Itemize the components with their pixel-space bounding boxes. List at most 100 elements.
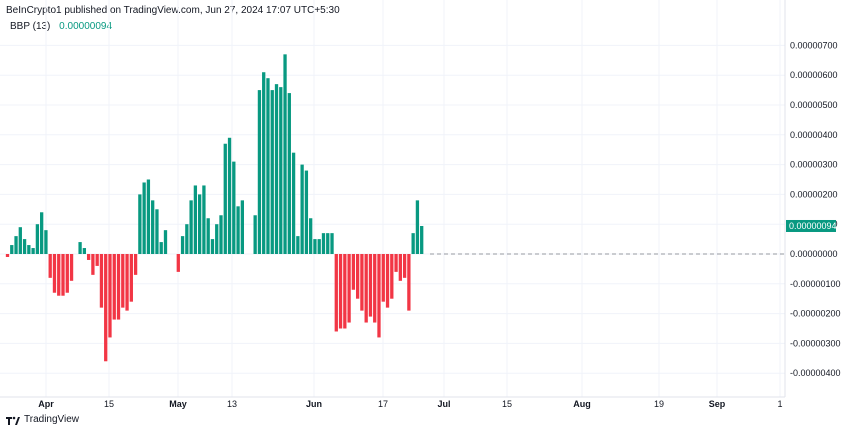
x-tick-label: Sep [709, 399, 726, 409]
bar [300, 164, 304, 254]
bar [146, 179, 151, 254]
bar [44, 230, 48, 254]
bar [385, 254, 390, 308]
bar [14, 236, 18, 254]
y-tick-label: -0.00000200 [790, 309, 841, 319]
bar [296, 236, 300, 254]
bar [219, 215, 223, 254]
bar [138, 194, 142, 254]
bar [69, 254, 74, 281]
bar [61, 254, 65, 296]
bar [330, 233, 334, 254]
y-tick-label: 0.00000000 [790, 249, 838, 259]
bar [240, 200, 244, 254]
bar [185, 224, 189, 254]
y-tick-label: 0.00000500 [790, 100, 838, 110]
bar [82, 248, 87, 254]
x-axis[interactable]: Apr 15 May 13 Jun 17 Jul 15 Aug 19 Sep 1 [38, 399, 782, 409]
bar [189, 200, 193, 254]
bar [198, 194, 202, 254]
last-value-label: 0.00000094 [786, 219, 837, 232]
bar [35, 224, 40, 254]
bar [151, 200, 155, 254]
bar [381, 254, 385, 302]
y-tick-label: 0.00000400 [790, 130, 838, 140]
bar [283, 54, 287, 255]
y-tick-label: -0.00000400 [790, 368, 841, 378]
last-value-badge [786, 219, 836, 232]
bar [31, 248, 35, 254]
bar [313, 239, 317, 254]
publisher-header: BeInCrypto1 published on TradingView.com… [6, 5, 340, 16]
bar [155, 209, 159, 254]
bar [274, 84, 279, 254]
x-tick-label: Jun [306, 399, 322, 409]
x-tick-label: Apr [38, 399, 54, 409]
bar [57, 254, 61, 296]
x-tick-label: 15 [104, 399, 114, 409]
bar [343, 254, 347, 329]
bar [10, 245, 14, 254]
indicator-value: 0.00000094 [59, 21, 113, 32]
x-tick-label: 17 [378, 399, 388, 409]
bar [394, 254, 398, 272]
x-tick-label: Aug [573, 399, 591, 409]
y-tick-label: -0.00000100 [790, 279, 841, 289]
grid-lines [0, 0, 786, 398]
bar [390, 254, 394, 299]
bar [48, 254, 52, 278]
bar [215, 224, 219, 254]
bar [27, 245, 31, 254]
bar [227, 137, 232, 254]
bar [125, 254, 129, 311]
bar [317, 239, 321, 254]
bar [159, 242, 163, 254]
bar [40, 212, 44, 254]
y-axis[interactable]: 0.00000700 0.00000600 0.00000500 0.00000400… [790, 40, 841, 378]
bar-series [5, 54, 424, 362]
tradingview-footer[interactable]: TradingView [6, 414, 79, 425]
bar [112, 254, 116, 320]
bar [368, 254, 373, 317]
bar [253, 215, 257, 254]
indicator-legend[interactable]: BBP (13) 0.00000094 [10, 21, 112, 32]
bar [266, 78, 270, 255]
bar [95, 254, 99, 266]
bar [142, 182, 146, 254]
bar [5, 254, 10, 257]
y-tick-label: -0.00000300 [790, 338, 841, 348]
bar [415, 200, 420, 254]
x-tick-label: Jul [437, 399, 450, 409]
bar [104, 254, 108, 362]
bar [163, 230, 168, 254]
x-tick-label: May [169, 399, 187, 409]
tradingview-logo-icon [6, 416, 20, 425]
bar [355, 254, 360, 299]
bar [202, 185, 206, 254]
bar [193, 185, 198, 254]
bar [121, 254, 125, 308]
bar [321, 233, 326, 254]
bar [351, 254, 356, 290]
bar [257, 90, 262, 254]
bar [91, 254, 95, 275]
tradingview-brand: TradingView [24, 414, 80, 425]
bar [279, 87, 283, 255]
bar [398, 254, 402, 281]
bar [116, 254, 121, 320]
bar [411, 233, 415, 254]
x-tick-label: 1 [777, 399, 782, 409]
bar [377, 254, 381, 338]
bar [270, 90, 274, 254]
bar [364, 254, 368, 323]
bar [304, 170, 309, 254]
bar [338, 254, 343, 329]
bar [223, 143, 227, 254]
bar [206, 218, 210, 254]
bar [334, 254, 338, 332]
x-tick-label: 15 [502, 399, 512, 409]
bar [78, 242, 82, 254]
bar [402, 254, 407, 278]
bar [176, 254, 180, 272]
